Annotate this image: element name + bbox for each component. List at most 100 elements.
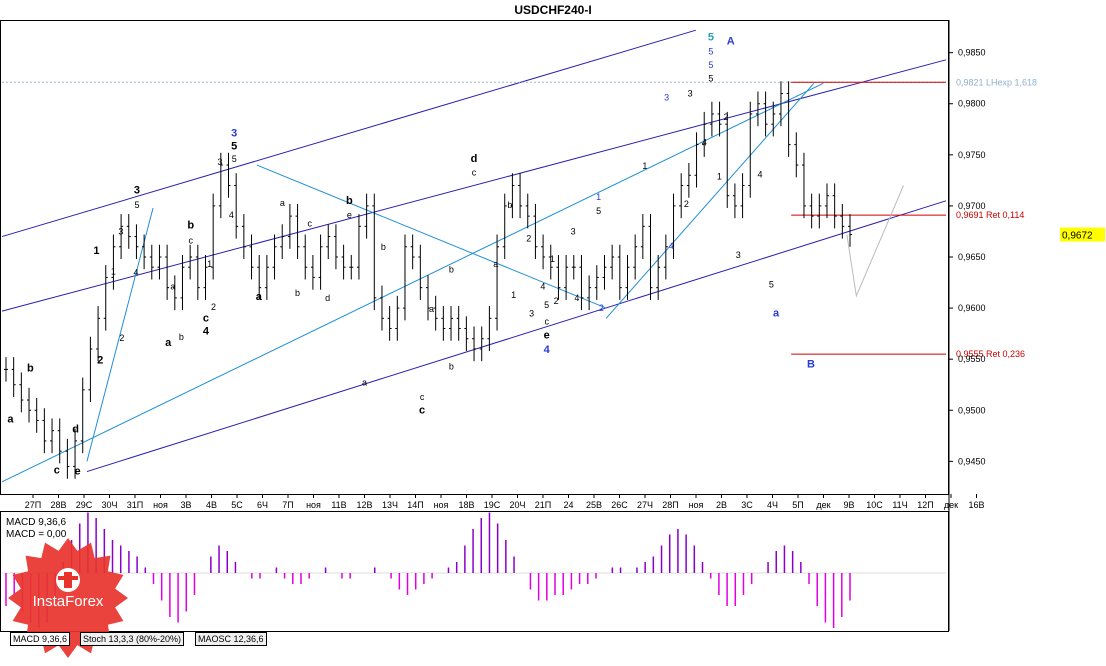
- wave-label: b: [179, 332, 184, 342]
- wave-label: a: [429, 304, 434, 314]
- price-bars: [4, 81, 852, 479]
- date-label: 28П: [662, 500, 678, 510]
- date-label: дек: [944, 500, 958, 510]
- wave-label: B: [807, 358, 815, 370]
- price-tick-label: 0,9450: [958, 456, 986, 466]
- date-label: 19С: [484, 500, 501, 510]
- trend-line-2: [86, 200, 947, 473]
- indicator-tab[interactable]: Stoch 13,3,3 (80%-20%): [80, 632, 185, 646]
- current-price-box: [1060, 227, 1105, 242]
- indicator-tab[interactable]: MAOSC 12,36,6: [195, 632, 267, 646]
- wave-label: a: [7, 414, 14, 426]
- wave-label: b: [507, 200, 512, 210]
- wave-label: 5: [769, 280, 774, 290]
- wave-label: 2: [599, 303, 604, 313]
- wave-label: 4: [669, 241, 674, 251]
- wave-label: 1: [111, 266, 116, 276]
- wave-label: 2: [554, 296, 559, 306]
- forecast-path: [846, 185, 904, 298]
- price-tick-label: 0,9550: [958, 354, 986, 364]
- trend-line-4: [86, 207, 154, 462]
- chart-title: USDCHF240-I: [514, 3, 591, 17]
- wave-label: 1: [717, 171, 722, 181]
- date-label: 5С: [231, 500, 243, 510]
- wave-label: 4: [540, 282, 545, 292]
- macd-label: MACD 9,36,6: [6, 517, 66, 528]
- date-label: 27П: [25, 500, 41, 510]
- retracement-levels: 0,9821 LНexp 1,618 0,9691 Ret 0,114 0,9555…: [791, 77, 1037, 359]
- wave-label: e: [347, 210, 352, 220]
- wave-label: 5: [596, 206, 601, 216]
- wave-label: 4: [758, 169, 763, 179]
- trend-line-5: [256, 164, 607, 309]
- wave-label: 2: [97, 354, 103, 366]
- wave-label: 1: [207, 259, 212, 269]
- wave-label: 3: [218, 157, 223, 167]
- logo-star-icon: [8, 538, 128, 658]
- wave-label: 4: [229, 210, 234, 220]
- wave-label: a: [165, 337, 172, 349]
- wave-label: 3: [688, 89, 693, 99]
- date-label: дек: [816, 500, 830, 510]
- wave-label: 2: [119, 333, 124, 343]
- level-label-2: 0,9555 Ret 0,236: [956, 349, 1025, 359]
- wave-label: d: [325, 293, 330, 303]
- date-label: 27Ч: [637, 500, 653, 510]
- wave-label: 5: [134, 200, 139, 210]
- wave-label: a: [493, 259, 498, 269]
- date-label: 30Ч: [101, 500, 117, 510]
- wave-label: 3: [118, 227, 123, 237]
- level-label-1: 0,9691 Ret 0,114: [956, 210, 1024, 220]
- date-label: 3С: [741, 500, 753, 510]
- date-label: 14П: [407, 500, 423, 510]
- wave-label: a: [170, 282, 175, 292]
- wave-label: 5: [708, 60, 713, 70]
- date-label: ноя: [306, 500, 321, 510]
- wave-label: b: [187, 219, 194, 231]
- forecast-line: [846, 185, 904, 298]
- wave-label: b: [449, 361, 454, 371]
- wave-label: 5: [708, 31, 714, 43]
- wave-label: 5: [231, 141, 237, 153]
- indicator-tab[interactable]: MACD 9,36,6: [10, 632, 71, 646]
- wave-label: 3: [529, 308, 534, 318]
- price-tick-label: 0,9700: [958, 201, 986, 211]
- wave-label: 5: [708, 73, 713, 83]
- wave-label: 4: [134, 267, 139, 277]
- wave-label: 4: [574, 293, 579, 303]
- wave-label: 2: [526, 234, 531, 244]
- macd-value-label: MACD = 0,00: [6, 529, 67, 540]
- date-label: 5П: [792, 500, 803, 510]
- date-label: 18В: [458, 500, 474, 510]
- wave-label: c: [419, 404, 425, 416]
- date-label: 7П: [282, 500, 293, 510]
- wave-label: a: [773, 307, 780, 319]
- wave-label: c: [472, 167, 477, 177]
- date-label: 26С: [611, 500, 628, 510]
- wave-label: 5: [232, 154, 237, 164]
- date-label: 12В: [356, 500, 372, 510]
- wave-label: 3: [736, 250, 741, 260]
- price-tick-label: 0,9500: [958, 405, 986, 415]
- wave-label: 3: [571, 227, 576, 237]
- wave-label: 1: [511, 290, 516, 300]
- date-label: 29С: [76, 500, 93, 510]
- wave-label: 1: [642, 161, 647, 171]
- wave-label: c: [544, 316, 549, 326]
- wave-label: a: [256, 291, 263, 303]
- wave-label: d: [72, 424, 79, 436]
- wave-label: 4: [203, 326, 210, 338]
- date-label: 21П: [535, 500, 551, 510]
- wave-label: e: [74, 466, 80, 478]
- logo-text: InstaForex: [32, 593, 104, 610]
- wave-label: b: [449, 264, 454, 274]
- price-tick-label: 0,9800: [958, 99, 986, 109]
- wave-label: A: [727, 35, 735, 47]
- date-label: 28В: [50, 500, 66, 510]
- wave-label: 1: [596, 192, 601, 202]
- current-price-label: 0,9672: [1062, 231, 1093, 242]
